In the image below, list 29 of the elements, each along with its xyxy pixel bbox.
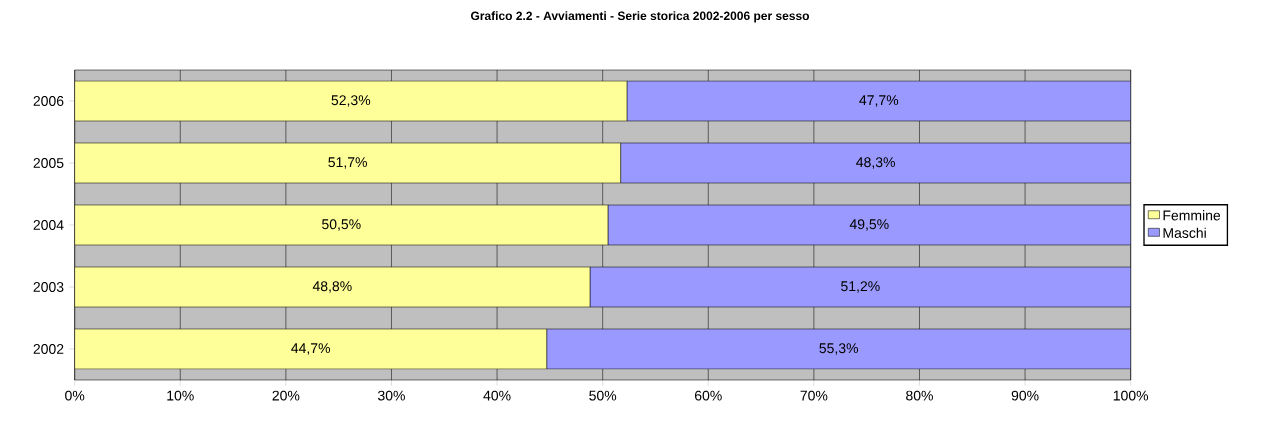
x-tick-label: 0% xyxy=(65,390,85,401)
data-label: 52,3% xyxy=(331,95,371,107)
legend-label: Maschi xyxy=(1163,227,1206,238)
data-label: 49,5% xyxy=(849,219,889,231)
x-tick-label: 90% xyxy=(1011,390,1039,401)
x-tick-label: 100% xyxy=(1113,390,1149,401)
y-tick-label: 2003 xyxy=(33,282,64,292)
x-tick-label: 60% xyxy=(694,390,722,401)
y-tick-label: 2002 xyxy=(33,344,64,354)
chart-title: Grafico 2.2 - Avviamenti - Serie storica 2002-2006 per sesso xyxy=(470,11,810,23)
data-label: 55,3% xyxy=(819,343,859,355)
x-tick-label: 30% xyxy=(377,390,405,401)
x-tick-label: 20% xyxy=(272,390,300,401)
x-tick-label: 70% xyxy=(800,390,828,401)
data-label: 44,7% xyxy=(291,343,331,355)
data-label: 48,3% xyxy=(856,157,895,169)
y-tick-label: 2005 xyxy=(33,158,64,168)
x-tick-label: 40% xyxy=(483,390,511,401)
x-tick-label: 80% xyxy=(906,390,933,401)
data-label: 50,5% xyxy=(322,219,361,231)
x-tick-label: 50% xyxy=(589,390,617,401)
data-label: 51,7% xyxy=(328,157,367,169)
x-tick-label: 10% xyxy=(167,390,194,401)
data-label: 48,8% xyxy=(312,281,352,293)
y-tick-label: 2004 xyxy=(33,220,64,230)
legend-label: Femmine xyxy=(1163,210,1221,221)
y-tick-label: 2006 xyxy=(33,96,64,106)
data-label: 51,2% xyxy=(841,281,880,293)
data-label: 47,7% xyxy=(859,95,899,107)
